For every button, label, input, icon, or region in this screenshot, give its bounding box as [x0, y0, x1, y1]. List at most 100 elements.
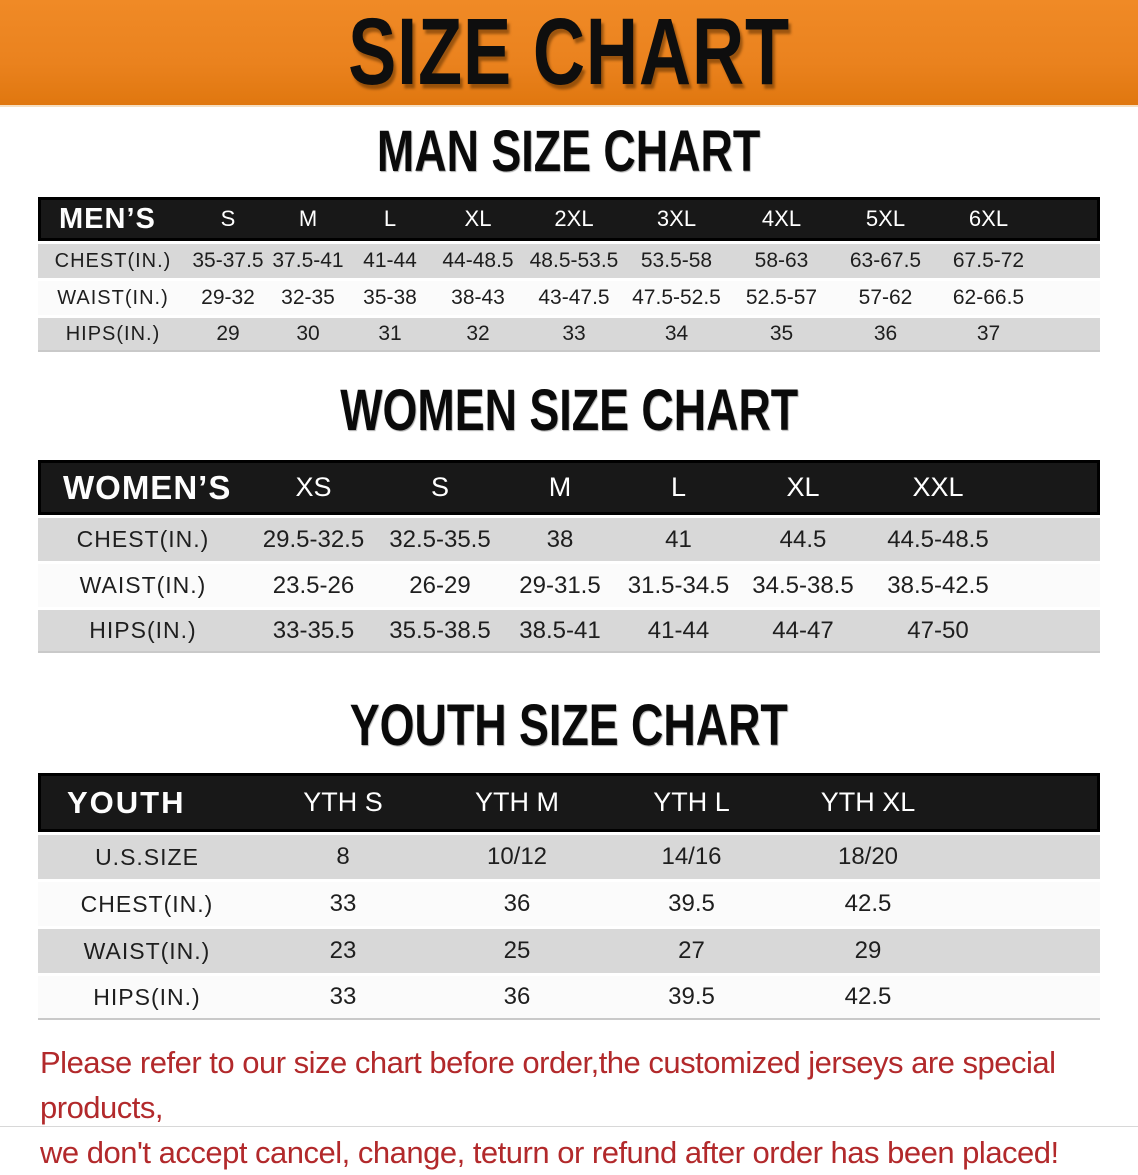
table-row: WAIST(IN.) 23.5-26 26-29 29-31.5 31.5-34.5 34… [38, 561, 1100, 607]
size-value-cell: 8 [256, 832, 430, 879]
size-value-cell: 14/16 [604, 832, 779, 879]
size-column-header: XS [248, 460, 379, 515]
size-column-header: M [268, 197, 348, 241]
size-value-cell: 35.5-38.5 [379, 607, 501, 653]
size-value-cell: 35-38 [348, 278, 432, 315]
size-value-cell: 34.5-38.5 [738, 561, 868, 607]
size-value-cell: 31.5-34.5 [619, 561, 738, 607]
table-corner-label: MEN’S [38, 197, 188, 241]
size-value-cell: 58-63 [729, 241, 834, 278]
row-filler [1008, 515, 1100, 561]
size-value-cell: 36 [834, 315, 937, 352]
size-value-cell: 42.5 [779, 973, 957, 1020]
size-value-cell: 44.5-48.5 [868, 515, 1008, 561]
row-filler [957, 879, 1100, 926]
row-filler [957, 973, 1100, 1020]
size-column-header: 2XL [524, 197, 624, 241]
row-label: WAIST(IN.) [38, 278, 188, 315]
size-column-header: YTH XL [779, 773, 957, 832]
size-value-cell: 30 [268, 315, 348, 352]
row-label: WAIST(IN.) [38, 926, 256, 973]
table-row: CHEST(IN.) 35-37.5 37.5-41 41-44 44-48.5 48.5… [38, 241, 1100, 278]
size-value-cell: 38.5-41 [501, 607, 619, 653]
size-value-cell: 29 [188, 315, 268, 352]
row-label: HIPS(IN.) [38, 315, 188, 352]
table-row: WAIST(IN.) 29-32 32-35 35-38 38-43 43-47.5 47.… [38, 278, 1100, 315]
size-value-cell: 32.5-35.5 [379, 515, 501, 561]
women-section-heading: WOMEN SIZE CHART [0, 376, 1138, 443]
size-value-cell: 37 [937, 315, 1040, 352]
size-value-cell: 29 [779, 926, 957, 973]
row-filler [1040, 241, 1100, 278]
size-value-cell: 57-62 [834, 278, 937, 315]
header-filler [1040, 197, 1100, 241]
row-filler [1040, 315, 1100, 352]
table-header-row: WOMEN’S XS S M L XL XXL [38, 460, 1100, 515]
size-value-cell: 29-31.5 [501, 561, 619, 607]
women-size-table: WOMEN’S XS S M L XL XXL CHEST(IN.) 29.5-32.5 32.… [38, 460, 1100, 653]
youth-section-heading: YOUTH SIZE CHART [0, 691, 1138, 758]
size-value-cell: 43-47.5 [524, 278, 624, 315]
size-value-cell: 36 [430, 879, 604, 926]
row-label: HIPS(IN.) [38, 973, 256, 1020]
row-label: CHEST(IN.) [38, 515, 248, 561]
size-column-header: M [501, 460, 619, 515]
bottom-divider [0, 1126, 1138, 1127]
size-column-header: XL [738, 460, 868, 515]
size-value-cell: 42.5 [779, 879, 957, 926]
size-value-cell: 33-35.5 [248, 607, 379, 653]
size-column-header: S [188, 197, 268, 241]
table-row: CHEST(IN.) 33 36 39.5 42.5 [38, 879, 1100, 926]
size-value-cell: 47.5-52.5 [624, 278, 729, 315]
row-filler [957, 926, 1100, 973]
size-value-cell: 44.5 [738, 515, 868, 561]
size-value-cell: 33 [256, 879, 430, 926]
size-value-cell: 34 [624, 315, 729, 352]
table-row: U.S.SIZE 8 10/12 14/16 18/20 [38, 832, 1100, 879]
table-row: WAIST(IN.) 23 25 27 29 [38, 926, 1100, 973]
size-column-header: XXL [868, 460, 1008, 515]
row-label: U.S.SIZE [38, 832, 256, 879]
header-filler [1008, 460, 1100, 515]
row-label: CHEST(IN.) [38, 879, 256, 926]
men-size-table: MEN’S S M L XL 2XL 3XL 4XL 5XL 6XL CHEST(IN.) 35-3… [38, 197, 1100, 352]
banner-title: SIZE CHART [348, 0, 790, 105]
row-label: HIPS(IN.) [38, 607, 248, 653]
size-value-cell: 39.5 [604, 973, 779, 1020]
size-value-cell: 31 [348, 315, 432, 352]
size-value-cell: 37.5-41 [268, 241, 348, 278]
size-value-cell: 38-43 [432, 278, 524, 315]
size-value-cell: 47-50 [868, 607, 1008, 653]
size-value-cell: 48.5-53.5 [524, 241, 624, 278]
size-value-cell: 44-47 [738, 607, 868, 653]
men-heading-text: MAN SIZE CHART [377, 117, 761, 184]
size-value-cell: 35-37.5 [188, 241, 268, 278]
row-filler [1008, 561, 1100, 607]
size-value-cell: 25 [430, 926, 604, 973]
women-heading-text: WOMEN SIZE CHART [340, 376, 798, 443]
size-value-cell: 67.5-72 [937, 241, 1040, 278]
table-header-row: MEN’S S M L XL 2XL 3XL 4XL 5XL 6XL [38, 197, 1100, 241]
row-filler [1008, 607, 1100, 653]
row-label: CHEST(IN.) [38, 241, 188, 278]
size-value-cell: 35 [729, 315, 834, 352]
youth-heading-text: YOUTH SIZE CHART [349, 691, 789, 758]
size-value-cell: 53.5-58 [624, 241, 729, 278]
size-value-cell: 33 [256, 973, 430, 1020]
disclaimer-text: Please refer to our size chart before or… [40, 1040, 1118, 1175]
size-column-header: YTH S [256, 773, 430, 832]
size-value-cell: 18/20 [779, 832, 957, 879]
size-column-header: 5XL [834, 197, 937, 241]
size-value-cell: 41-44 [619, 607, 738, 653]
size-chart-banner: SIZE CHART [0, 0, 1138, 107]
size-column-header: XL [432, 197, 524, 241]
disclaimer-line-2: we don't accept cancel, change, teturn o… [40, 1135, 1059, 1170]
size-column-header: YTH M [430, 773, 604, 832]
size-value-cell: 52.5-57 [729, 278, 834, 315]
size-column-header: L [348, 197, 432, 241]
men-section-heading: MAN SIZE CHART [0, 117, 1138, 184]
table-row: CHEST(IN.) 29.5-32.5 32.5-35.5 38 41 44.5 44.5… [38, 515, 1100, 561]
size-value-cell: 44-48.5 [432, 241, 524, 278]
size-value-cell: 26-29 [379, 561, 501, 607]
size-value-cell: 36 [430, 973, 604, 1020]
